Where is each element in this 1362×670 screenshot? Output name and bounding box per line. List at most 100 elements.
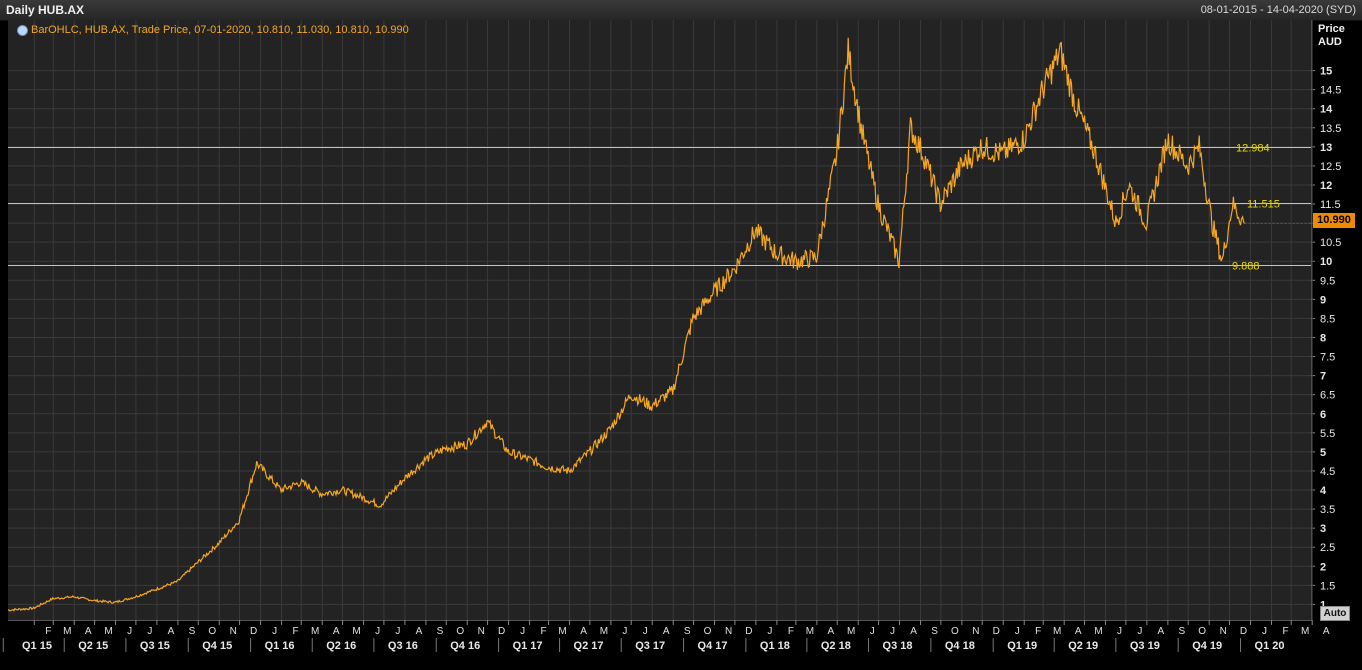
- month-tick-label: F: [788, 626, 794, 637]
- month-tick-label: M: [63, 626, 71, 637]
- month-tick-label: A: [85, 626, 92, 637]
- y-axis-title: Price AUD: [1318, 23, 1345, 49]
- month-tick-label: F: [541, 626, 547, 637]
- month-tick-label: M: [311, 626, 319, 637]
- quarter-tick-label: Q4 18: [945, 640, 975, 652]
- month-tick-label: M: [1094, 626, 1102, 637]
- quarter-tick-label: Q2 17: [574, 640, 604, 652]
- month-tick-label: S: [1179, 626, 1186, 637]
- quarter-tick-label: Q1 15: [22, 640, 52, 652]
- month-tick-label: J: [643, 626, 648, 637]
- price-series-line: [7, 37, 1246, 612]
- y-tick-label: 3: [1320, 523, 1326, 535]
- month-tick-label: J: [1117, 626, 1122, 637]
- month-tick-label: M: [104, 626, 112, 637]
- y-tick-label: 13.5: [1320, 123, 1341, 135]
- month-tick-label: J: [147, 626, 152, 637]
- quarter-tick-label: Q1 19: [1007, 640, 1037, 652]
- y-tick-label: 11.5: [1320, 199, 1341, 211]
- y-tick-label: 8: [1320, 332, 1326, 344]
- y-tick-label: 10: [1320, 256, 1332, 268]
- auto-scale-button[interactable]: Auto: [1320, 606, 1350, 621]
- chart-title: Daily HUB.AX: [6, 3, 85, 17]
- month-tick-label: J: [1137, 626, 1142, 637]
- month-tick-label: A: [1323, 626, 1330, 637]
- month-tick-label: D: [993, 626, 1000, 637]
- month-tick-label: D: [745, 626, 752, 637]
- month-tick-label: A: [663, 626, 670, 637]
- y-tick-label: 14: [1320, 104, 1333, 116]
- y-tick-label: 7: [1320, 371, 1326, 383]
- month-tick-label: J: [127, 626, 132, 637]
- month-tick-label: O: [951, 626, 959, 637]
- y-tick-label: 8.5: [1320, 313, 1335, 325]
- quarter-tick-label: Q3 18: [883, 640, 913, 652]
- quarter-tick-label: Q4 15: [202, 640, 232, 652]
- month-tick-label: A: [416, 626, 423, 637]
- quarter-tick-label: Q2 19: [1068, 640, 1098, 652]
- quarter-tick-label: Q1 20: [1255, 640, 1285, 652]
- quarter-tick-label: Q3 15: [140, 640, 170, 652]
- month-tick-label: N: [972, 626, 979, 637]
- month-tick-label: O: [208, 626, 216, 637]
- month-tick-label: N: [230, 626, 237, 637]
- y-tick-label: 3.5: [1320, 504, 1335, 516]
- month-tick-label: M: [1301, 626, 1309, 637]
- month-tick-label: M: [847, 626, 855, 637]
- month-tick-label: A: [168, 626, 175, 637]
- month-tick-label: O: [1198, 626, 1206, 637]
- reference-line-label: 11.515: [1247, 198, 1280, 210]
- plot-area[interactable]: [8, 20, 1312, 621]
- month-tick-label: J: [890, 626, 895, 637]
- month-tick-label: A: [1075, 626, 1082, 637]
- month-tick-label: J: [520, 626, 525, 637]
- month-tick-label: D: [250, 626, 257, 637]
- month-tick-label: S: [189, 626, 196, 637]
- month-tick-label: J: [375, 626, 380, 637]
- date-range: 08-01-2015 - 14-04-2020 (SYD): [1200, 4, 1356, 16]
- y-axis-title-currency: AUD: [1318, 36, 1342, 48]
- month-tick-label: S: [437, 626, 444, 637]
- month-tick-label: D: [498, 626, 505, 637]
- y-tick-label: 9.5: [1320, 275, 1335, 287]
- quarter-tick-label: Q3 17: [635, 640, 665, 652]
- y-tick-label: 10.5: [1320, 237, 1341, 249]
- reference-line-label: 12.984: [1236, 142, 1270, 154]
- month-tick-label: A: [1158, 626, 1165, 637]
- month-tick-label: J: [1262, 626, 1267, 637]
- chart-series-icon[interactable]: [17, 24, 28, 36]
- y-tick-label: 14.5: [1320, 85, 1341, 97]
- y-axis-title-price: Price: [1318, 23, 1345, 35]
- month-tick-label: A: [828, 626, 835, 637]
- month-tick-label: M: [806, 626, 814, 637]
- y-tick-label: 1.5: [1320, 580, 1335, 592]
- quarter-tick-label: Q1 16: [265, 640, 295, 652]
- quarter-tick-label: Q1 17: [513, 640, 543, 652]
- month-tick-label: A: [333, 626, 340, 637]
- y-tick-label: 6: [1320, 409, 1326, 421]
- quarter-tick-label: Q3 19: [1130, 640, 1160, 652]
- y-tick-label: 2: [1320, 561, 1326, 573]
- y-tick-label: 4: [1320, 485, 1327, 497]
- y-tick-label: 15: [1320, 66, 1332, 78]
- series-legend[interactable]: BarOHLC, HUB.AX, Trade Price, 07-01-2020…: [17, 24, 409, 36]
- month-tick-label: S: [684, 626, 691, 637]
- month-tick-label: M: [352, 626, 360, 637]
- month-tick-label: F: [1035, 626, 1041, 637]
- month-tick-label: J: [870, 626, 875, 637]
- quarter-tick-label: Q2 16: [326, 640, 356, 652]
- y-tick-label: 6.5: [1320, 390, 1335, 402]
- quarter-tick-label: Q2 15: [78, 640, 108, 652]
- month-tick-label: D: [1240, 626, 1247, 637]
- month-tick-label: A: [910, 626, 917, 637]
- month-tick-label: F: [293, 626, 299, 637]
- quarter-tick-label: Q4 17: [698, 640, 728, 652]
- y-tick-label: 12: [1320, 180, 1332, 192]
- y-tick-label: 12.5: [1320, 161, 1341, 173]
- month-tick-label: J: [622, 626, 627, 637]
- y-tick-label: 5.5: [1320, 428, 1335, 440]
- reference-line-label: 9.888: [1232, 261, 1260, 273]
- month-tick-label: M: [600, 626, 608, 637]
- month-tick-label: J: [1015, 626, 1020, 637]
